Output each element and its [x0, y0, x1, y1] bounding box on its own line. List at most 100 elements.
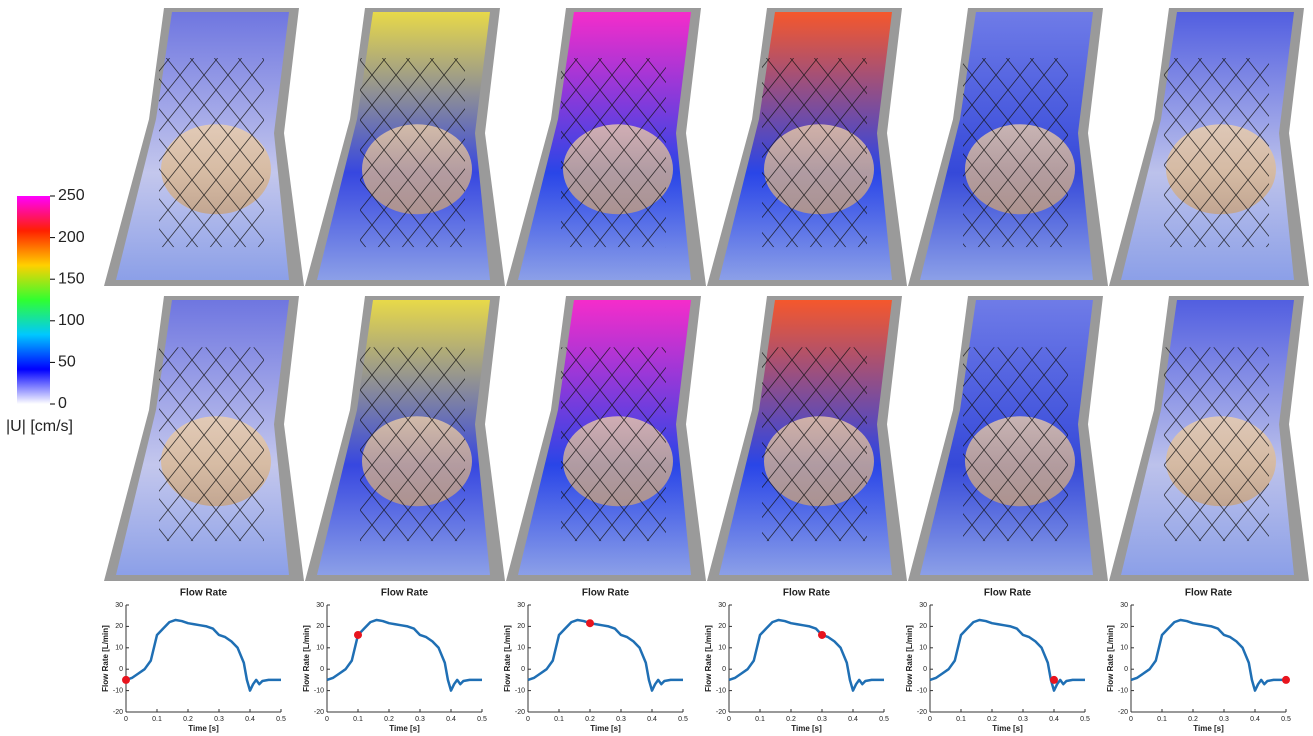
colorbar-label: |U| [cm/s] — [6, 418, 73, 435]
render-panel — [305, 296, 505, 581]
render-panel — [1109, 8, 1309, 286]
y-tick-label: 20 — [517, 623, 525, 630]
render-panel — [305, 8, 505, 286]
flow-line — [729, 620, 884, 691]
render-panel — [707, 8, 907, 286]
stent-mesh — [561, 58, 666, 247]
x-tick-label: 0.3 — [1219, 716, 1229, 723]
chart-title: Flow Rate — [984, 588, 1032, 599]
figure: 050100150200250|U| [cm/s] Flow Rate00.10… — [0, 0, 1313, 736]
y-tick-label: 0 — [521, 666, 525, 673]
y-tick-label: 10 — [517, 645, 525, 652]
x-axis-label: Time [s] — [389, 724, 420, 733]
y-tick-label: 30 — [919, 602, 927, 609]
stent-mesh — [762, 58, 867, 247]
x-tick-label: 0.5 — [678, 716, 688, 723]
y-tick-label: 0 — [722, 666, 726, 673]
x-tick-label: 0 — [727, 716, 731, 723]
y-tick-label: -10 — [113, 687, 123, 694]
flow-line — [1131, 620, 1286, 691]
y-tick-label: 20 — [1120, 623, 1128, 630]
x-tick-label: 0.2 — [1188, 716, 1198, 723]
stent-mesh — [1164, 58, 1269, 247]
y-axis-label: Flow Rate [L/min] — [905, 625, 914, 692]
x-tick-label: 0.1 — [152, 716, 162, 723]
y-tick-label: -20 — [716, 709, 726, 716]
y-tick-label: 10 — [115, 645, 123, 652]
y-tick-label: 20 — [316, 623, 324, 630]
render-panel — [908, 296, 1108, 581]
render-panel — [506, 8, 706, 286]
x-tick-label: 0.2 — [183, 716, 193, 723]
x-axis-label: Time [s] — [1193, 724, 1224, 733]
render-panel — [104, 8, 304, 286]
time-marker — [122, 676, 130, 684]
x-tick-label: 0.1 — [755, 716, 765, 723]
x-axis-label: Time [s] — [791, 724, 822, 733]
x-tick-label: 0.4 — [647, 716, 657, 723]
stent-mesh — [963, 58, 1068, 247]
x-tick-label: 0.4 — [1250, 716, 1260, 723]
y-tick-label: 30 — [316, 602, 324, 609]
x-tick-label: 0.3 — [214, 716, 224, 723]
x-axis-label: Time [s] — [590, 724, 621, 733]
render-panel — [707, 296, 907, 581]
y-tick-label: -20 — [113, 709, 123, 716]
x-axis-label: Time [s] — [188, 724, 219, 733]
y-tick-label: -10 — [314, 687, 324, 694]
y-tick-label: -20 — [515, 709, 525, 716]
x-tick-label: 0.1 — [554, 716, 564, 723]
render-panels — [104, 8, 1309, 581]
y-tick-label: 20 — [718, 623, 726, 630]
y-tick-label: 20 — [115, 623, 123, 630]
x-tick-label: 0.2 — [384, 716, 394, 723]
x-tick-label: 0.1 — [1157, 716, 1167, 723]
y-tick-label: -10 — [917, 687, 927, 694]
x-tick-label: 0.5 — [1281, 716, 1291, 723]
flow-line — [930, 620, 1085, 691]
y-axis-label: Flow Rate [L/min] — [503, 625, 512, 692]
y-tick-label: 0 — [320, 666, 324, 673]
y-tick-label: 10 — [316, 645, 324, 652]
colorbar-tick-label: 50 — [58, 354, 76, 371]
colorbar-tick-label: 150 — [58, 270, 85, 287]
x-tick-label: 0.3 — [1018, 716, 1028, 723]
render-panel — [506, 296, 706, 581]
chart-title: Flow Rate — [381, 588, 429, 599]
x-tick-label: 0 — [325, 716, 329, 723]
time-marker — [354, 631, 362, 639]
y-tick-label: 10 — [1120, 645, 1128, 652]
x-tick-label: 0.2 — [585, 716, 595, 723]
y-tick-label: -10 — [515, 687, 525, 694]
x-tick-label: 0.4 — [1049, 716, 1059, 723]
y-tick-label: -10 — [1118, 687, 1128, 694]
render-panel — [104, 296, 304, 581]
x-tick-label: 0.3 — [817, 716, 827, 723]
colorbar-tick-label: 250 — [58, 187, 85, 204]
chart-title: Flow Rate — [582, 588, 630, 599]
y-tick-label: -20 — [917, 709, 927, 716]
y-tick-label: -20 — [314, 709, 324, 716]
y-tick-label: 30 — [115, 602, 123, 609]
stent-mesh — [963, 347, 1068, 541]
y-axis-label: Flow Rate [L/min] — [1106, 625, 1115, 692]
colorbar-tick-label: 100 — [58, 312, 85, 329]
x-tick-label: 0 — [1129, 716, 1133, 723]
chart-title: Flow Rate — [783, 588, 831, 599]
x-tick-label: 0.3 — [616, 716, 626, 723]
colorbar-tick-label: 0 — [58, 395, 67, 412]
x-tick-label: 0.4 — [848, 716, 858, 723]
stent-mesh — [561, 347, 666, 541]
x-tick-label: 0.5 — [477, 716, 487, 723]
x-axis-label: Time [s] — [992, 724, 1023, 733]
x-tick-label: 0.1 — [956, 716, 966, 723]
y-tick-label: 0 — [923, 666, 927, 673]
chart-title: Flow Rate — [180, 588, 228, 599]
stent-mesh — [360, 347, 465, 541]
x-tick-label: 0.5 — [1080, 716, 1090, 723]
charts: Flow Rate 0 0.1 0.2 0.3 0.4 0.5 -20 -10 0 10 20 30 Ti… — [101, 588, 1291, 733]
